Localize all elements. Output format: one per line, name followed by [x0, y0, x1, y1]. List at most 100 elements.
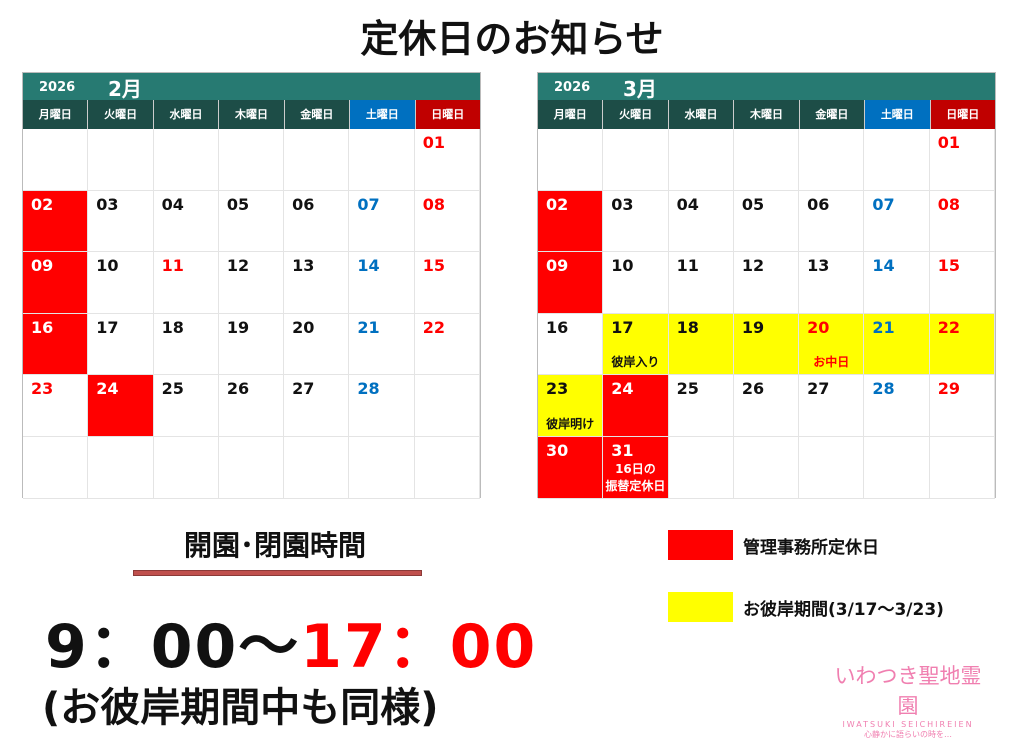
day-cell: 15 [929, 252, 995, 314]
day-cell: 01 [929, 129, 995, 191]
day-number: 12 [226, 256, 250, 276]
legend-label: 管理事務所定休日 [743, 537, 879, 558]
day-cell [284, 129, 350, 191]
day-cell [864, 436, 930, 499]
logo: いわつき聖地霊園 IWATSUKI SEICHIREIEN 心静かに語らいの時を… [828, 660, 988, 740]
hours-heading: 開園･閉園時間 [183, 529, 366, 562]
close-time: 17：00 [300, 612, 538, 682]
weekday-label: 金曜日 [799, 100, 866, 129]
day-number: 02 [31, 194, 54, 214]
weekday-label: 水曜日 [153, 100, 220, 129]
weekday-label: 木曜日 [734, 100, 800, 129]
day-number: 19 [741, 317, 765, 337]
day-number: 10 [96, 256, 119, 276]
day-cell [799, 436, 865, 499]
day-cell: 07 [349, 190, 415, 253]
day-cell: 20 お中日 [799, 313, 865, 376]
day-number: 08 [422, 194, 445, 214]
weekday-label: 水曜日 [668, 100, 735, 129]
day-number: 11 [676, 256, 699, 276]
day-cell: 17 彼岸入り [603, 313, 669, 376]
day-cell: 08 [414, 190, 480, 253]
day-number: 08 [937, 194, 960, 214]
weekday-label: 火曜日 [88, 100, 154, 129]
day-note: お中日 [813, 355, 850, 370]
day-number: 03 [611, 194, 634, 214]
day-cell [733, 436, 800, 499]
day-number: 28 [872, 379, 895, 399]
day-grid: 01 02 03 04 05 06 07 08 09 10 11 12 13 14 15 16 17 彼岸入り 18… [538, 129, 995, 499]
day-number: 09 [31, 256, 54, 276]
weekday-header: 月曜日 火曜日 水曜日 木曜日 金曜日 土曜日 日曜日 [538, 100, 995, 129]
day-cell: 31 16日の 振替定休日 [603, 436, 669, 499]
day-cell: 21 [349, 313, 415, 376]
day-number: 17 [611, 317, 634, 337]
day-cell: 09 [23, 252, 89, 314]
weekday-label: 木曜日 [219, 100, 285, 129]
day-cell: 05 [218, 190, 285, 253]
day-cell: 06 [284, 190, 350, 253]
weekday-header: 月曜日 火曜日 水曜日 木曜日 金曜日 土曜日 日曜日 [23, 100, 480, 129]
day-cell: 22 [414, 313, 480, 376]
day-number: 25 [676, 379, 699, 399]
day-cell: 02 [23, 190, 89, 253]
day-number: 07 [872, 194, 895, 214]
day-cell: 15 [414, 252, 480, 314]
legend-swatch-red [668, 530, 733, 560]
day-number: 15 [422, 256, 445, 276]
day-cell [733, 129, 800, 191]
day-number: 02 [546, 194, 569, 214]
day-cell: 16 [23, 313, 89, 376]
day-number: 01 [422, 133, 445, 152]
day-cell: 28 [864, 375, 930, 437]
day-cell: 17 [88, 313, 154, 376]
day-number: 24 [611, 379, 634, 399]
day-number: 28 [357, 379, 380, 399]
day-cell [603, 129, 669, 191]
day-cell: 08 [929, 190, 995, 253]
day-number: 06 [292, 194, 315, 214]
day-cell: 13 [799, 252, 865, 314]
legend-higan: お彼岸期間(3/17～3/23) [668, 592, 944, 622]
open-time: 9：00～ [45, 612, 301, 682]
day-number: 30 [546, 440, 569, 460]
day-cell: 30 [538, 436, 604, 499]
year: 2026 [39, 80, 76, 95]
month: 3月 [623, 77, 657, 101]
month-header: 2026 3月 [538, 73, 995, 101]
weekday-label: 土曜日 [865, 100, 931, 129]
day-number: 05 [741, 194, 765, 214]
divider [133, 570, 422, 576]
day-number: 19 [226, 317, 250, 337]
day-note: 彼岸入り [611, 355, 660, 370]
hours-note: (お彼岸期間中も同様) [42, 685, 439, 731]
day-cell: 26 [218, 375, 285, 437]
weekday-label: 土曜日 [350, 100, 416, 129]
day-cell: 22 [929, 313, 995, 376]
day-cell: 18 [153, 313, 219, 376]
day-cell: 28 [349, 375, 415, 437]
day-cell [799, 129, 865, 191]
day-cell: 11 [153, 252, 219, 314]
day-number: 31 [611, 440, 634, 460]
opening-hours: 9：00～17：00 [45, 598, 537, 685]
calendar-march: 2026 3月 月曜日 火曜日 水曜日 木曜日 金曜日 土曜日 日曜日 01 02 03 04 05 06 0… [537, 72, 996, 499]
day-cell: 12 [218, 252, 285, 314]
day-note: 16日の 振替定休日 [605, 461, 666, 493]
day-number: 25 [161, 379, 184, 399]
day-cell: 25 [668, 375, 734, 437]
day-number: 03 [96, 194, 119, 214]
logo-name: いわつき聖地霊園 [834, 664, 982, 718]
day-cell [668, 129, 734, 191]
day-number: 16 [31, 317, 54, 337]
day-number: 21 [872, 317, 895, 337]
day-number: 17 [96, 317, 119, 337]
day-number: 23 [546, 379, 569, 399]
day-cell: 21 [864, 313, 930, 376]
day-number: 16 [546, 317, 569, 337]
weekday-label: 日曜日 [415, 100, 480, 129]
day-number: 18 [161, 317, 184, 337]
day-number: 27 [292, 379, 315, 399]
day-cell: 24 [603, 375, 669, 437]
day-cell: 07 [864, 190, 930, 253]
